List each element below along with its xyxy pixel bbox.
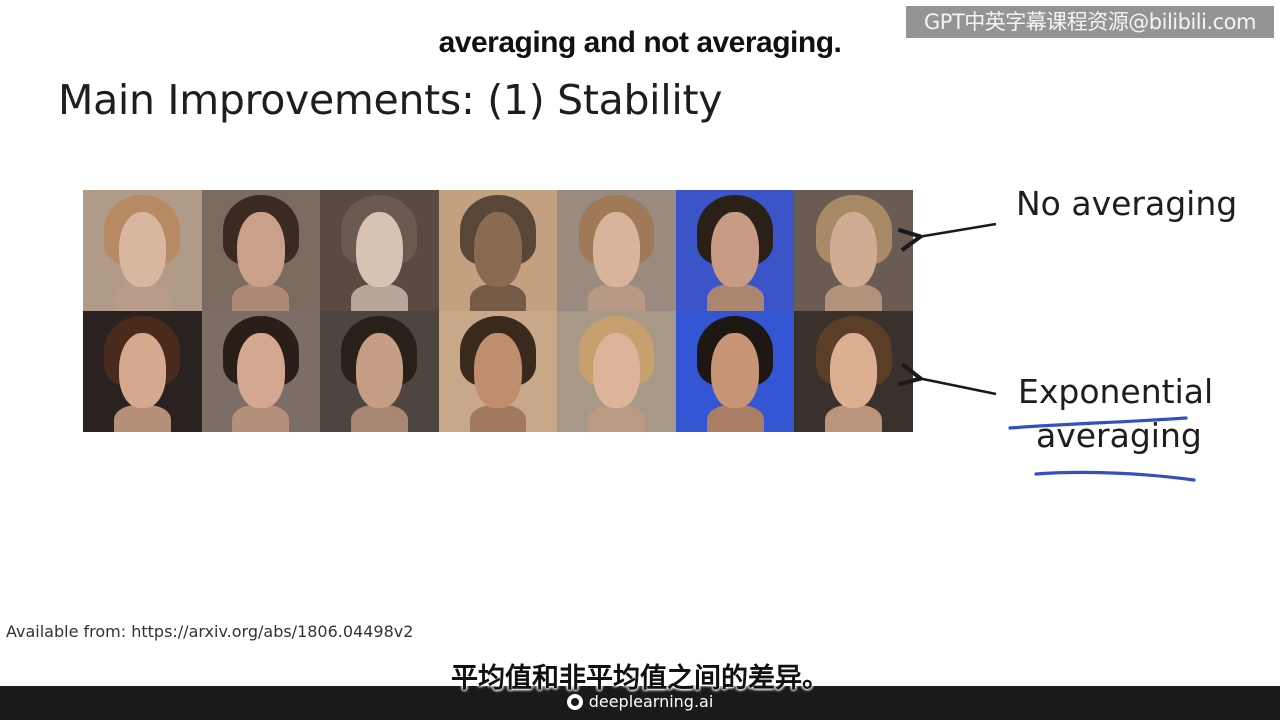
face-head [711,332,759,408]
face-neck [588,284,645,311]
face-head [237,332,285,408]
face-neck [113,405,171,432]
slide-title: Main Improvements: (1) Stability [58,76,723,124]
face-head [829,211,878,287]
arrow-no-averaging-icon [918,222,997,237]
face-sample-exponential-averaging [201,311,321,432]
face-neck [113,284,171,311]
face-head [711,211,759,287]
face-sample-no-averaging [675,190,795,311]
label-exponential-line1: Exponential [1018,372,1214,411]
face-sample-exponential-averaging [675,311,795,432]
footer-bar: deeplearning.ai [0,686,1280,720]
face-sample-no-averaging [83,190,202,311]
subtitle-chinese: 平均值和非平均值之间的差异。 [451,663,829,694]
face-head [474,211,522,287]
face-sample-no-averaging [557,190,676,311]
underline-exponential-icon [1008,416,1188,430]
citation-text: Available from: https://arxiv.org/abs/18… [6,622,414,641]
face-neck [706,405,764,432]
face-neck [232,284,290,311]
face-neck [350,405,408,432]
face-sample-exponential-averaging [557,311,676,432]
face-neck [706,284,764,311]
face-head [355,211,404,287]
face-sample-exponential-averaging [320,311,439,432]
face-head [474,332,522,408]
face-samples-grid [83,190,913,432]
face-head [118,332,166,408]
deeplearning-logo-icon [566,694,583,710]
annotation-layer [0,222,1196,482]
face-head [237,211,285,287]
face-head [355,332,404,408]
face-sample-exponential-averaging [794,311,913,432]
face-head [118,211,166,287]
face-head [592,332,641,408]
watermark-banner: GPT中英字幕课程资源@bilibili.com [906,6,1274,38]
face-sample-exponential-averaging [83,311,202,432]
face-sample-no-averaging [320,190,439,311]
face-sample-no-averaging [201,190,321,311]
underline-averaging-icon [1034,470,1196,482]
face-neck [825,405,883,432]
face-neck [469,405,527,432]
brand: deeplearning.ai [0,692,1280,711]
face-head [829,332,878,408]
slide: GPT中英字幕课程资源@bilibili.com averaging and n… [0,6,1274,641]
face-neck [232,405,290,432]
face-sample-no-averaging [794,190,913,311]
face-neck [469,284,527,311]
face-head [592,211,641,287]
face-sample-exponential-averaging [438,311,558,432]
face-neck [825,284,883,311]
face-neck [350,284,408,311]
label-no-averaging: No averaging [1016,184,1238,223]
face-neck [588,405,645,432]
brand-name: deeplearning.ai [588,692,714,711]
arrow-exponential-averaging-icon [918,378,997,396]
subtitle-english: averaging and not averaging. [438,26,842,59]
face-sample-no-averaging [438,190,558,311]
